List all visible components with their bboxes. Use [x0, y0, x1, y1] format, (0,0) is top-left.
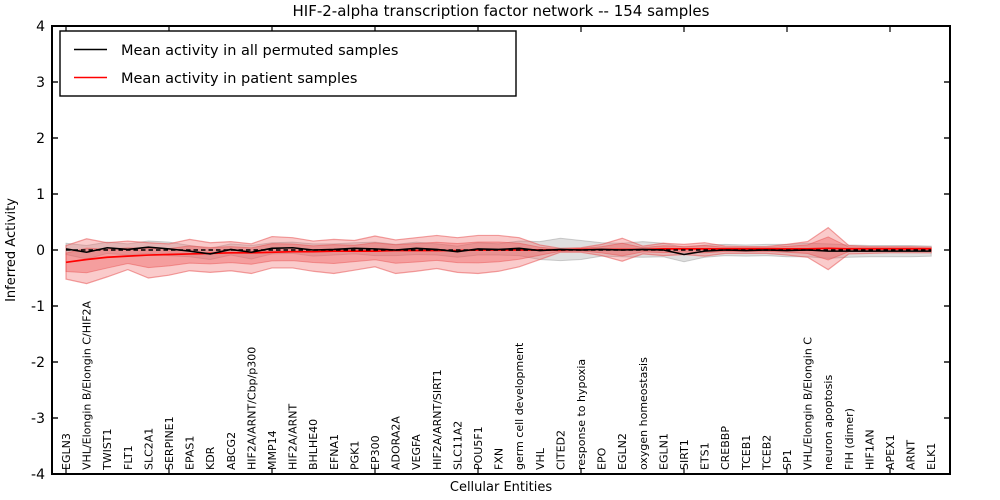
category-label: ELK1	[925, 443, 938, 470]
legend-label-patient: Mean activity in patient samples	[121, 71, 357, 87]
category-label: ABCG2	[225, 432, 238, 470]
category-label: BHLHE40	[307, 419, 320, 470]
category-label: SIRT1	[678, 439, 691, 470]
plot-area: 4 3 2 1 0 -1 -2 -3 -4 EGLN3 VHL/Elongin B/Elongin …	[31, 19, 951, 483]
category-label: HIF2A/ARNT/Cbp/p300	[245, 347, 258, 470]
category-label: MMP14	[266, 430, 279, 470]
y-tick-label: -2	[31, 355, 45, 371]
category-label: neuron apoptosis	[822, 375, 835, 470]
chart-title: HIF-2-alpha transcription factor network…	[293, 2, 710, 20]
category-label: VHL/Elongin B/Elongin C	[802, 337, 815, 470]
y-tick-label: 2	[36, 131, 45, 147]
category-label: APEX1	[884, 434, 897, 470]
category-label: CREBBP	[719, 426, 732, 470]
category-label: SLC11A2	[451, 421, 464, 470]
category-label: VHL/Elongin B/Elongin C/HIF2A	[81, 300, 94, 470]
category-label: PGK1	[348, 441, 361, 470]
category-label: HIF2A/ARNT	[287, 404, 300, 470]
category-label: TWIST1	[101, 428, 114, 471]
category-label: SP1	[781, 449, 794, 470]
category-label: EPAS1	[184, 436, 197, 470]
category-label: EP300	[369, 435, 382, 470]
category-label: ADORA2A	[390, 416, 403, 470]
category-label: FLT1	[122, 445, 135, 470]
legend-label-permuted: Mean activity in all permuted samples	[121, 43, 398, 59]
category-label: germ cell development	[513, 342, 526, 470]
x-axis-label: Cellular Entities	[450, 480, 552, 495]
category-label: TCEB2	[760, 435, 773, 471]
category-label: oxygen homeostasis	[637, 357, 650, 470]
category-label: EGLN1	[657, 433, 670, 470]
y-tick-label: 0	[36, 243, 45, 259]
category-label: HIF2A/ARNT/SIRT1	[431, 369, 444, 470]
category-label: EFNA1	[328, 434, 341, 470]
category-label: ETS1	[699, 442, 712, 470]
category-label: TCEB1	[740, 435, 753, 471]
y-axis-label: Inferred Activity	[4, 198, 19, 302]
category-label: VHL	[534, 447, 547, 470]
category-label: VEGFA	[410, 434, 423, 470]
y-tick-label: -4	[31, 467, 45, 483]
category-label: FXN	[493, 448, 506, 470]
category-label: CITED2	[554, 430, 567, 470]
category-label: POU5F1	[472, 426, 485, 470]
category-label: EGLN3	[60, 433, 73, 470]
legend-box	[59, 30, 517, 97]
category-label: response to hypoxia	[575, 359, 588, 470]
y-tick-label: 1	[36, 187, 45, 203]
category-label: SLC2A1	[142, 428, 155, 470]
y-tick-label: -3	[31, 411, 45, 427]
category-label: SERPINE1	[163, 416, 176, 470]
category-label: KDR	[204, 446, 217, 470]
y-tick-label: 3	[36, 75, 45, 91]
category-label: EPO	[596, 447, 609, 470]
category-label: ARNT	[905, 440, 918, 470]
category-label: FIH (dimer)	[843, 408, 856, 470]
y-tick-label: 4	[36, 19, 45, 35]
legend: Mean activity in all permuted samples Me…	[59, 30, 517, 97]
patient-std-outer-band	[65, 226, 932, 285]
category-label: HIF1AN	[863, 429, 876, 470]
category-label: EGLN2	[616, 433, 629, 470]
y-tick-label: -1	[31, 299, 45, 315]
